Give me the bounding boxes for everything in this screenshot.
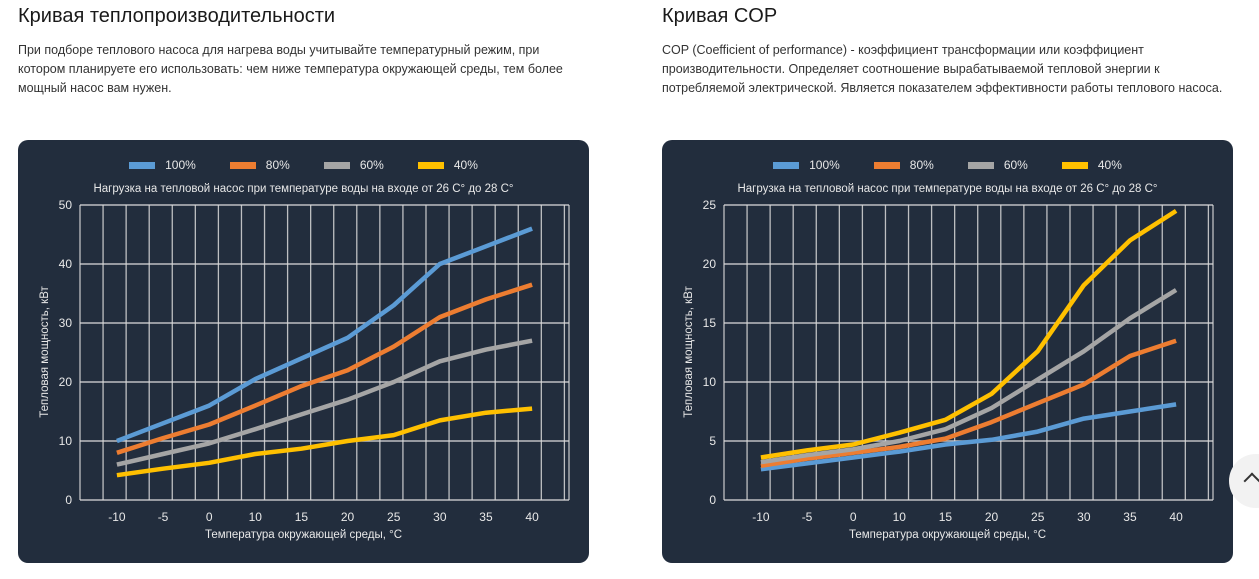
series-line-80pct [760,338,1177,469]
y-tick-label: 20 [703,257,717,271]
x-tick-label: 35 [479,510,493,524]
legend-item: 40% [417,158,478,172]
y-tick-label: 0 [65,493,72,507]
x-tick-label: 10 [893,510,907,524]
x-tick-label: -5 [802,510,813,524]
legend-swatch [1061,161,1088,169]
section-title: Кривая теплопроизводительности [18,5,336,27]
x-tick-label: 20 [985,510,999,524]
x-tick-label: 10 [249,510,263,524]
legend-swatch [229,161,256,169]
section-title: Кривая COP [662,5,778,27]
y-tick-label: 30 [59,316,73,330]
x-tick-label: 0 [850,510,857,524]
chart-title: Нагрузка на тепловой насос при температу… [737,183,1158,195]
legend-item: 60% [967,158,1028,172]
scroll-to-top-button[interactable] [1229,454,1259,508]
x-tick-label: 35 [1123,510,1137,524]
legend-swatch [773,161,800,169]
legend-swatch [417,161,444,169]
legend-item: 80% [873,158,934,172]
legend-item: 100% [129,158,196,172]
series-line-60pct [116,338,533,467]
legend-label: 40% [453,158,478,172]
section-description: При подборе теплового насоса для нагрева… [18,43,563,95]
chart-plot: 0 5 10 15 20 25 -10 -5 0 10 15 20 25 30 35 40 [703,198,1214,524]
series-line-80pct [116,282,533,455]
chevron-up-icon [1243,472,1259,490]
x-tick-label: 0 [206,510,213,524]
legend-swatch [873,161,900,169]
legend-swatch [129,161,156,169]
y-tick-label: 20 [59,375,73,389]
x-tick-label: -5 [158,510,169,524]
y-tick-label: 25 [703,198,717,212]
x-tick-label: 25 [387,510,401,524]
series-line-100pct [760,402,1177,472]
x-tick-label: 40 [1169,510,1183,524]
x-tick-label: 20 [341,510,355,524]
legend-swatch [967,161,994,169]
x-tick-label: 30 [433,510,447,524]
x-tick-label: 15 [295,510,309,524]
y-tick-label: 0 [709,493,716,507]
y-tick-label: 15 [703,316,717,330]
x-tick-label: 30 [1077,510,1091,524]
legend-item: 60% [323,158,384,172]
series-line-60pct [760,288,1178,465]
chart-title: Нагрузка на тепловой насос при температу… [93,183,514,195]
x-axis-label: Температура окружающей среды, °C [848,529,1047,541]
legend-label: 40% [1097,158,1122,172]
legend-label: 60% [359,158,384,172]
chart-legend: 100% 80% 60% 40% [662,158,1233,172]
y-tick-label: 5 [709,434,716,448]
y-tick-label: 10 [59,434,73,448]
grid [79,204,570,501]
cop-chart: 100% 80% 60% 40% Нагрузка на тепловой насос… [662,140,1233,563]
legend-label: 80% [265,158,290,172]
series-line-40pct [116,406,533,478]
section-description: COP (Coefficient of performance) - коэфф… [662,43,1223,95]
legend-item: 80% [229,158,290,172]
x-tick-label: 15 [939,510,953,524]
y-axis-label: Тепловая мощность, кВт [39,286,51,418]
series-line-40pct [760,209,1178,460]
heat-output-chart: 100% 80% 60% 40% Нагрузка на тепловой насос… [18,140,589,563]
legend-label: 60% [1003,158,1028,172]
legend-item: 100% [773,158,840,172]
legend-label: 100% [165,158,196,172]
y-axis-label: Тепловая мощность, кВт [683,286,695,418]
x-axis-label: Температура окружающей среды, °C [204,529,403,541]
y-tick-label: 40 [59,257,73,271]
chart-legend: 100% 80% 60% 40% [18,158,589,172]
y-tick-label: 50 [59,198,73,212]
chart-plot: 0 10 20 30 40 50 -10 -5 0 10 15 20 25 30 35 40 [59,198,570,524]
legend-label: 80% [909,158,934,172]
y-tick-label: 10 [703,375,717,389]
legend-swatch [323,161,350,169]
series-line-100pct [116,226,533,444]
x-tick-label: 40 [525,510,539,524]
x-tick-label: -10 [108,510,126,524]
x-tick-label: 25 [1031,510,1045,524]
x-tick-label: -10 [752,510,770,524]
legend-label: 100% [809,158,840,172]
legend-item: 40% [1061,158,1122,172]
